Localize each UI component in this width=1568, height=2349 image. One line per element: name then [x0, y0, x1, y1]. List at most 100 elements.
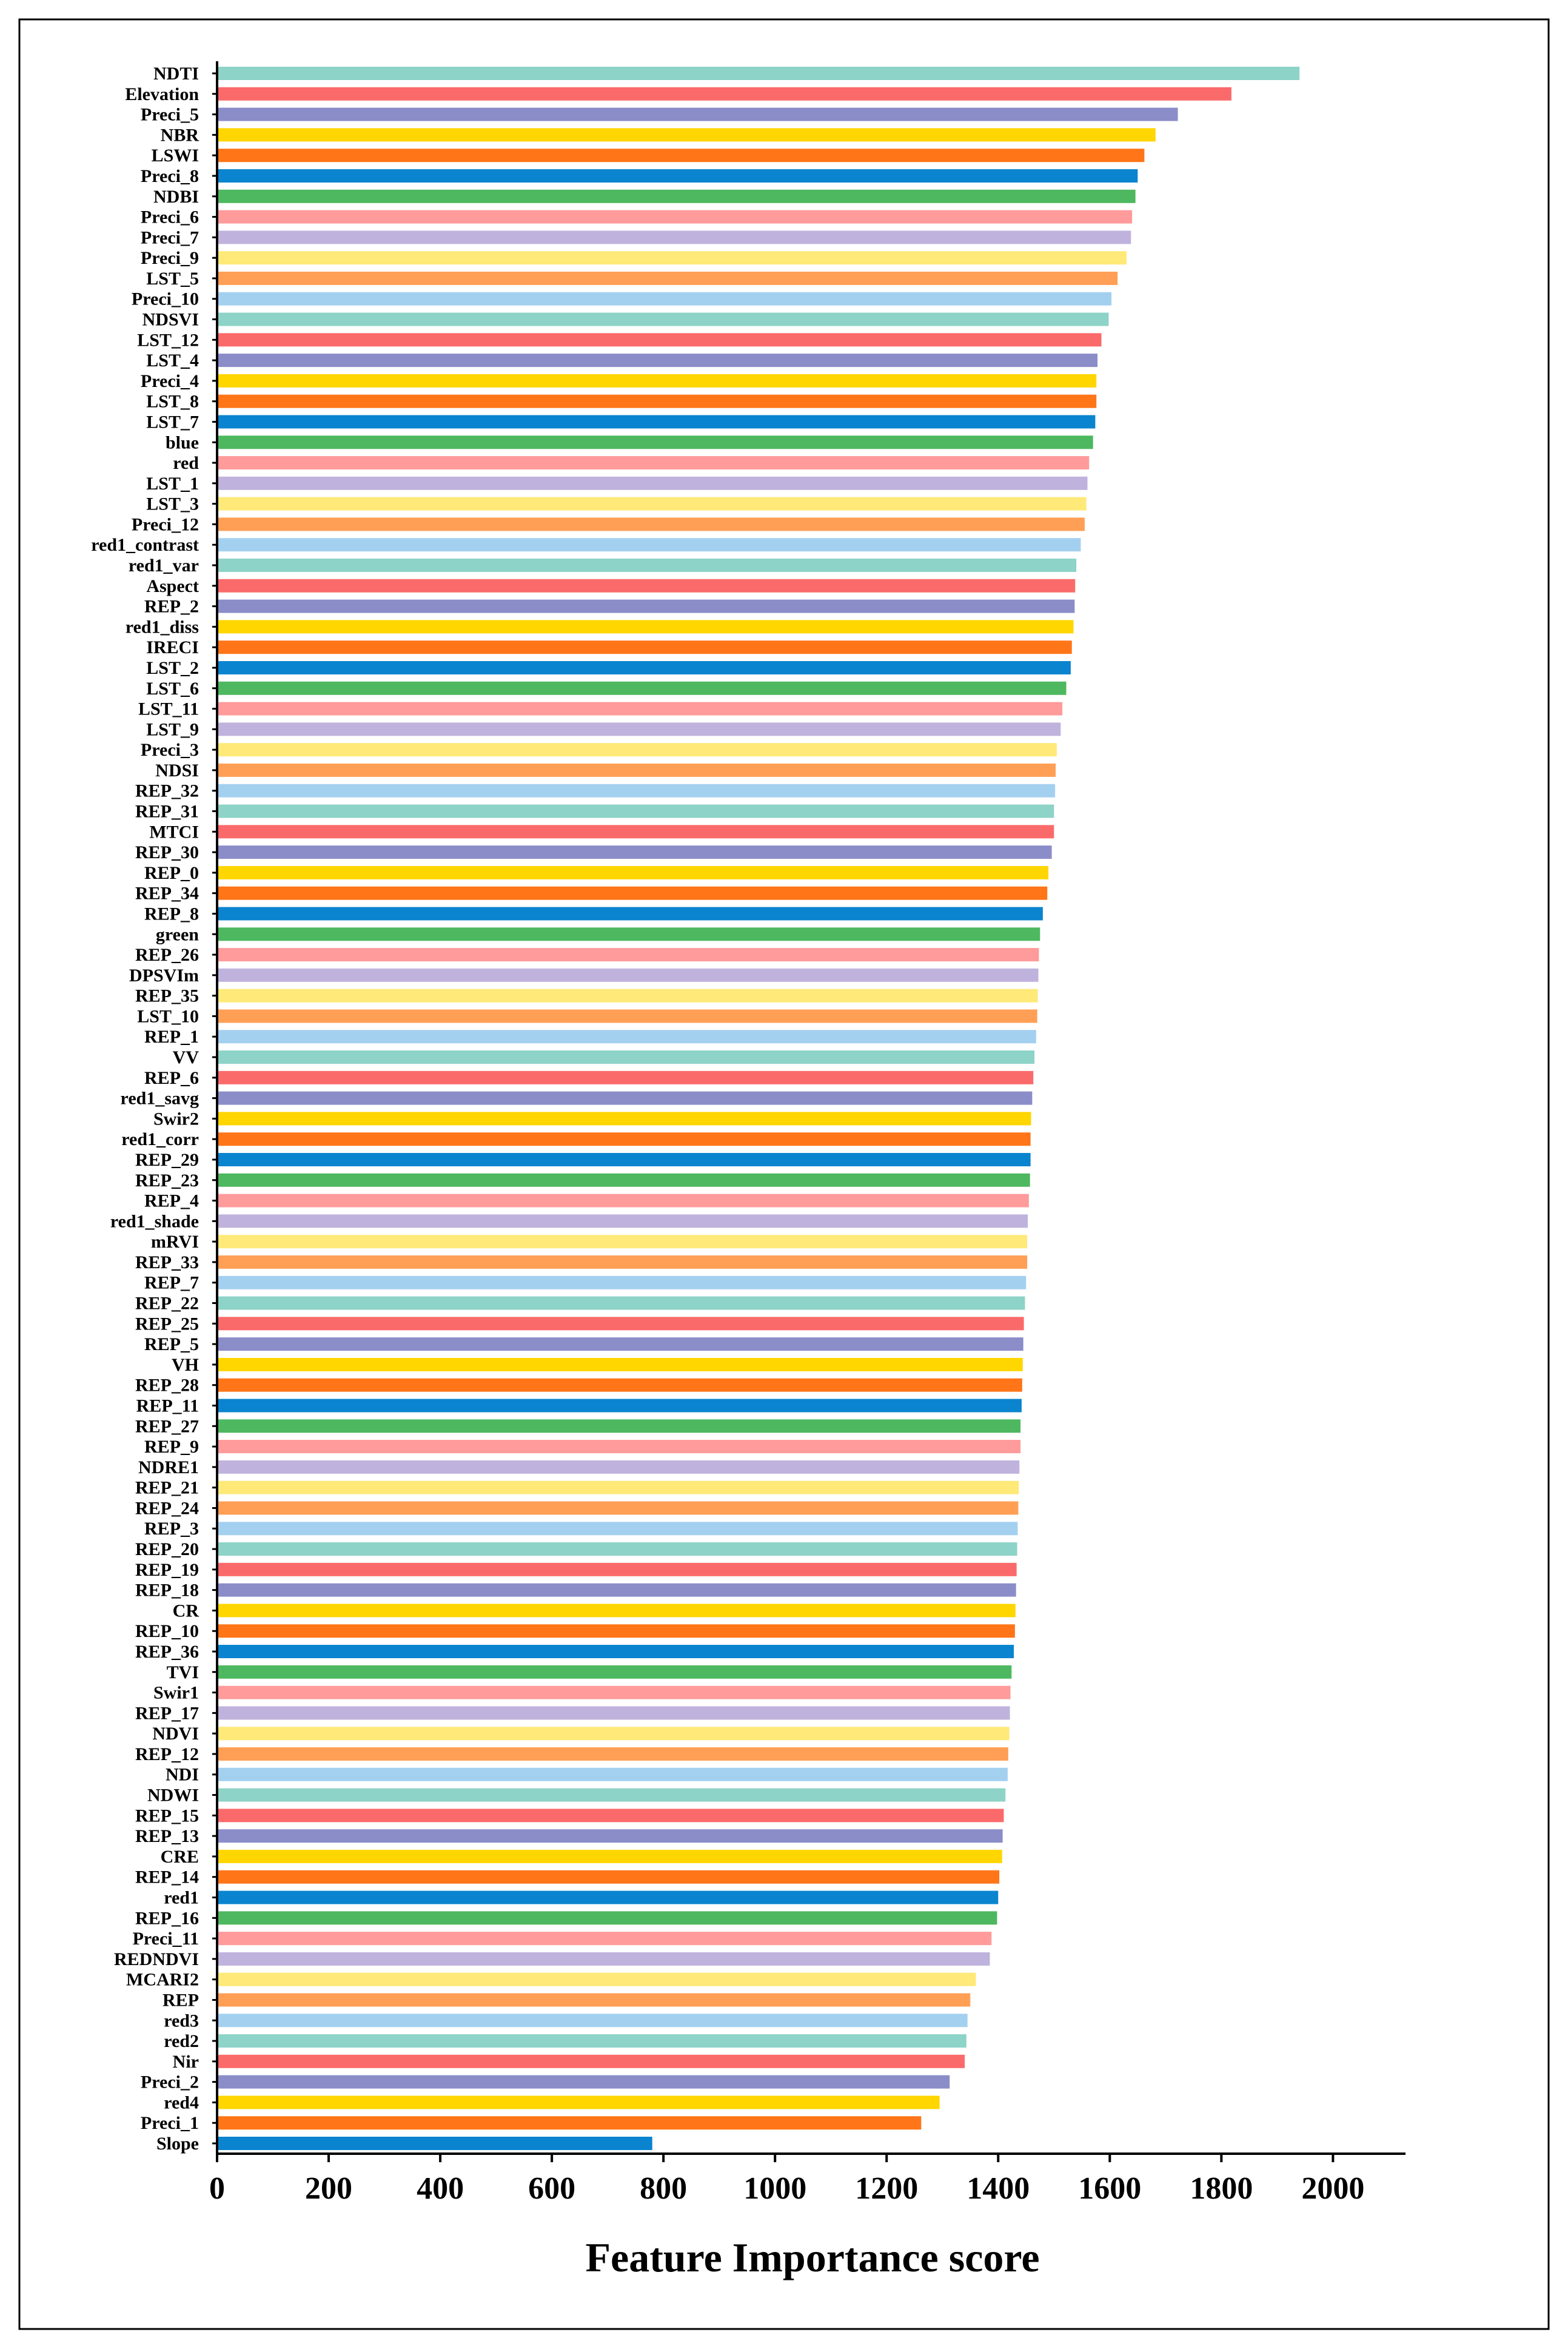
category-label-rep-29: REP_29: [135, 1150, 199, 1170]
category-label-rep-13: REP_13: [135, 1826, 199, 1846]
category-label-rep-28: REP_28: [135, 1376, 199, 1396]
bar-rep-30: [217, 845, 1052, 859]
bar-red2: [217, 2034, 967, 2048]
category-label-preci-6: Preci_6: [141, 207, 199, 227]
category-label-red: red: [173, 453, 199, 473]
bar-red1-shade: [217, 1214, 1028, 1228]
bar-ndre1: [217, 1460, 1020, 1474]
bar-preci-10: [217, 292, 1112, 306]
category-label-ndwi: NDWI: [147, 1786, 199, 1806]
category-label-slope: Slope: [156, 2134, 199, 2154]
bar-rep-1: [217, 1030, 1036, 1044]
x-axis-title: Feature Importance score: [585, 2234, 1039, 2280]
x-tick-label-600: 600: [528, 2171, 575, 2206]
category-label-rep-16: REP_16: [135, 1908, 199, 1928]
bar-rep-13: [217, 1829, 1003, 1843]
category-label-rep-25: REP_25: [135, 1314, 199, 1334]
bar-lst-5: [217, 271, 1118, 285]
category-label-lst-8: LST_8: [146, 392, 199, 412]
bar-vh: [217, 1357, 1023, 1371]
bars-layer: [217, 67, 1300, 2150]
bar-ndbi: [217, 189, 1136, 203]
bar-cr: [217, 1604, 1016, 1618]
bar-swir2: [217, 1112, 1031, 1126]
category-label-ndsi: NDSI: [155, 761, 199, 781]
bar-lswi: [217, 149, 1145, 163]
bar-ndti: [217, 67, 1300, 80]
category-label-lst-6: LST_6: [146, 679, 199, 699]
category-label-rep-26: REP_26: [135, 945, 199, 965]
bar-rep-4: [217, 1194, 1029, 1208]
bar-ndvi: [217, 1727, 1010, 1741]
category-label-preci-2: Preci_2: [141, 2072, 199, 2092]
bar-preci-4: [217, 374, 1097, 388]
bar-rep-3: [217, 1522, 1018, 1536]
bar-rep-9: [217, 1440, 1021, 1454]
bar-rep-19: [217, 1562, 1017, 1576]
bar-red1-contrast: [217, 538, 1081, 552]
bar-nir: [217, 2054, 965, 2068]
category-label-tvi: TVI: [167, 1662, 199, 1682]
bar-elevation: [217, 87, 1231, 101]
category-label-lst-5: LST_5: [146, 269, 199, 289]
bar-red1-savg: [217, 1091, 1033, 1105]
category-label-rep-23: REP_23: [135, 1171, 199, 1191]
category-label-red1: red1: [164, 1888, 199, 1908]
bar-preci-8: [217, 169, 1138, 183]
x-tick-label-0: 0: [209, 2171, 225, 2206]
category-label-red1-var: red1_var: [129, 556, 199, 576]
category-label-red1-contrast: red1_contrast: [91, 535, 199, 555]
category-label-cr: CR: [173, 1601, 199, 1621]
category-label-ndre1: NDRE1: [138, 1457, 199, 1477]
category-label-rep-20: REP_20: [135, 1539, 199, 1559]
category-label-preci-9: Preci_9: [141, 248, 199, 268]
category-label-rep-30: REP_30: [135, 842, 199, 862]
bar-rep-7: [217, 1275, 1027, 1289]
bar-mrvi: [217, 1235, 1028, 1249]
category-label-preci-8: Preci_8: [141, 166, 199, 186]
x-tick-label-1400: 1400: [967, 2171, 1030, 2206]
bar-red1-var: [217, 559, 1077, 573]
figure-border: [18, 18, 1550, 2330]
category-label-rep-10: REP_10: [135, 1621, 199, 1641]
bar-rep-22: [217, 1296, 1025, 1310]
bar-rep-12: [217, 1747, 1008, 1761]
bar-rep-14: [217, 1870, 1000, 1884]
category-label-nbr: NBR: [161, 125, 199, 145]
category-label-red1-diss: red1_diss: [126, 617, 199, 637]
category-label-preci-1: Preci_1: [141, 2113, 199, 2133]
category-label-elevation: Elevation: [125, 84, 199, 104]
bar-rep-28: [217, 1378, 1022, 1392]
category-label-lst-11: LST_11: [138, 699, 199, 719]
category-label-red4: red4: [164, 2092, 199, 2112]
bar-rep-5: [217, 1337, 1024, 1351]
category-label-rep-12: REP_12: [135, 1744, 199, 1764]
bar-green: [217, 927, 1040, 941]
bar-rep-2: [217, 599, 1075, 613]
category-label-rep-8: REP_8: [144, 904, 199, 924]
x-tick-label-1600: 1600: [1078, 2171, 1141, 2206]
bar-tvi: [217, 1665, 1012, 1679]
bar-aspect: [217, 579, 1076, 593]
category-label-vv: VV: [173, 1047, 199, 1067]
category-label-preci-12: Preci_12: [132, 514, 199, 534]
bar-preci-5: [217, 107, 1178, 121]
category-label-lst-7: LST_7: [146, 412, 199, 432]
category-label-rep-2: REP_2: [144, 597, 199, 617]
x-tick-label-2000: 2000: [1301, 2171, 1364, 2206]
category-label-lst-10: LST_10: [137, 1006, 199, 1026]
bar-rep-25: [217, 1317, 1024, 1331]
category-label-red2: red2: [164, 2031, 199, 2051]
bar-lst-4: [217, 354, 1098, 368]
bar-rep-21: [217, 1480, 1019, 1494]
category-label-rep-34: REP_34: [135, 884, 199, 904]
x-tick-label-800: 800: [640, 2171, 687, 2206]
bar-preci-3: [217, 743, 1057, 757]
category-label-rep-31: REP_31: [135, 802, 199, 822]
bar-rep-6: [217, 1070, 1034, 1084]
category-label-ndti: NDTI: [153, 64, 199, 84]
bar-red: [217, 456, 1090, 470]
bar-ndwi: [217, 1788, 1006, 1802]
bar-lst-2: [217, 660, 1071, 674]
